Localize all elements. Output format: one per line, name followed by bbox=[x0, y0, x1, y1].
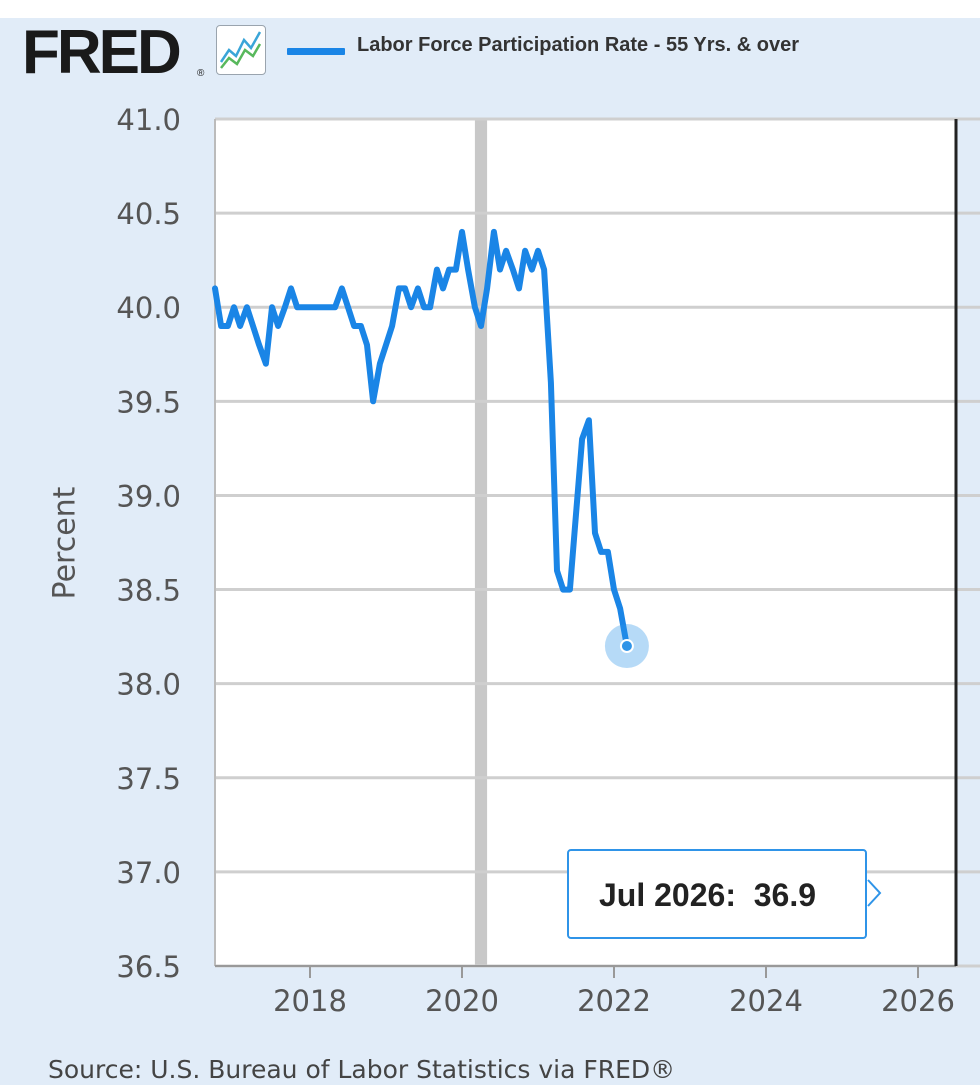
fred-logo[interactable]: FRED bbox=[22, 18, 182, 87]
x-tick-label: 2024 bbox=[729, 984, 803, 1018]
tooltip-date: Jul 2026: bbox=[599, 877, 736, 913]
x-tick-label: 2026 bbox=[881, 984, 955, 1018]
source-credit: Source: U.S. Bureau of Labor Statistics … bbox=[48, 1055, 676, 1084]
y-tick-label: 36.5 bbox=[116, 950, 181, 984]
x-tick-label: 2018 bbox=[273, 984, 347, 1018]
top-strip bbox=[0, 0, 980, 18]
legend-label: Labor Force Participation Rate - 55 Yrs.… bbox=[357, 34, 799, 56]
y-tick-label: 40.0 bbox=[116, 291, 181, 325]
recession-band bbox=[474, 119, 488, 966]
y-tick-label: 37.0 bbox=[116, 856, 181, 890]
y-tick-label: 37.5 bbox=[116, 762, 181, 796]
tooltip-pointer-icon bbox=[867, 879, 882, 907]
highlight-point bbox=[619, 639, 634, 654]
series-line bbox=[212, 228, 630, 649]
legend-swatch bbox=[287, 48, 345, 55]
y-tick-label: 41.0 bbox=[116, 103, 181, 137]
x-tick-label: 2020 bbox=[425, 984, 499, 1018]
line-graph-icon[interactable] bbox=[216, 25, 266, 75]
data-tooltip: Jul 2026: 36.9 bbox=[567, 849, 867, 939]
y-tick-label: 38.5 bbox=[116, 574, 181, 608]
y-tick-label: 38.0 bbox=[116, 668, 181, 702]
plot-area bbox=[215, 119, 956, 966]
tooltip-value: 36.9 bbox=[753, 877, 817, 913]
y-tick-label: 40.5 bbox=[116, 197, 181, 231]
line-graph-icon-svg bbox=[219, 31, 262, 69]
registered-mark: ® bbox=[197, 68, 205, 79]
y-tick-label: 39.5 bbox=[116, 385, 181, 419]
y-tick-label: 39.0 bbox=[116, 479, 181, 513]
x-tick-label: 2022 bbox=[577, 984, 651, 1018]
